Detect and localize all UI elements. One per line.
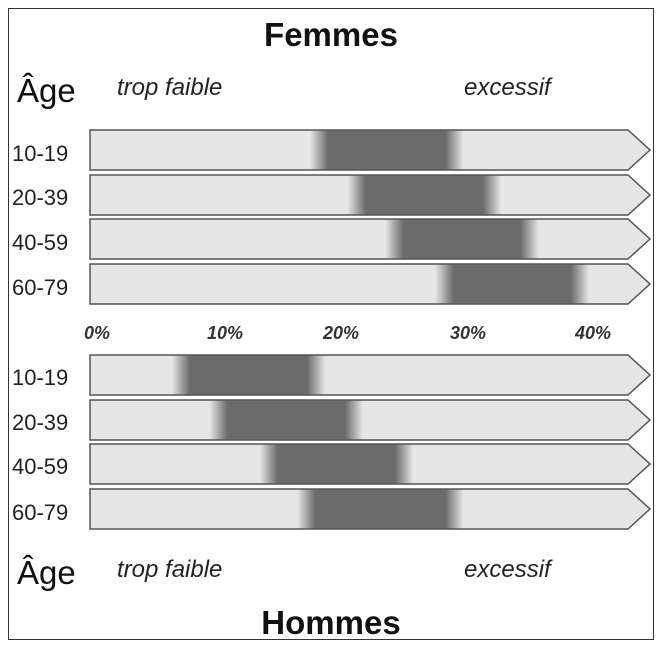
range-bar-femmes-20-39 <box>89 174 652 216</box>
range-bar-hommes-20-39 <box>89 399 652 441</box>
high-label-hommes: excessif <box>464 556 551 583</box>
range-bar-femmes-10-19 <box>89 129 652 171</box>
x-tick-label: 20% <box>323 323 360 343</box>
age-label: 60-79 <box>12 275 69 300</box>
chart-frame <box>8 8 654 640</box>
low-label-femmes: trop faible <box>117 74 223 101</box>
age-header-femmes: Âge <box>17 72 76 109</box>
age-header-hommes: Âge <box>17 554 76 591</box>
age-label: 40-59 <box>12 454 69 479</box>
panel-title-femmes: Femmes <box>264 16 398 53</box>
age-label: 60-79 <box>12 500 69 525</box>
panel-title-hommes: Hommes <box>261 604 401 641</box>
low-label-hommes: trop faible <box>117 556 223 583</box>
x-tick-label: 30% <box>450 323 487 343</box>
x-tick-label: 0% <box>84 323 111 343</box>
range-bar-femmes-60-79 <box>89 263 652 305</box>
range-bar-hommes-60-79 <box>89 488 652 530</box>
age-label: 20-39 <box>12 185 69 210</box>
age-label: 20-39 <box>12 410 69 435</box>
range-bar-hommes-10-19 <box>89 354 652 396</box>
x-tick-label: 10% <box>207 323 244 343</box>
range-bar-hommes-40-59 <box>89 443 652 485</box>
x-tick-label: 40% <box>575 323 612 343</box>
age-label: 40-59 <box>12 230 69 255</box>
range-bar-femmes-40-59 <box>89 218 652 260</box>
age-label: 10-19 <box>12 141 69 166</box>
age-label: 10-19 <box>12 365 69 390</box>
high-label-femmes: excessif <box>464 74 551 101</box>
